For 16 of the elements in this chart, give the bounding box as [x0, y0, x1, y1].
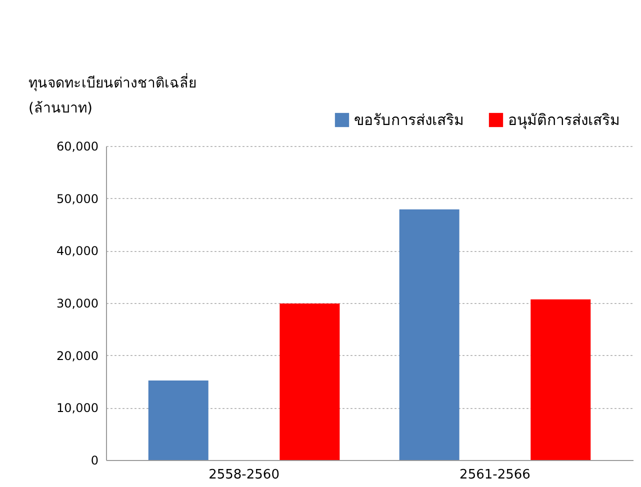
- y-tick-label: 10,000: [56, 401, 98, 416]
- x-tick-label: 2558-2560: [208, 468, 280, 482]
- y-tick-label: 40,000: [56, 244, 98, 258]
- legend-label: ขอรับการส่งเสริม: [354, 111, 464, 129]
- bar: [280, 304, 340, 460]
- x-tick-label: 2561-2566: [460, 468, 530, 482]
- y-tick-label: 60,000: [56, 140, 98, 154]
- y-axis-title: ทุนจดทะเบียนต่างชาติเฉลี่ย (ล้านบาท): [28, 74, 196, 116]
- legend-label: อนุมัติการส่งเสริม: [508, 111, 620, 130]
- bar: [399, 209, 460, 460]
- y-tick-label: 30,000: [56, 296, 98, 310]
- bar: [148, 380, 208, 460]
- bar: [530, 299, 591, 460]
- y-tick-label: 20,000: [56, 348, 98, 363]
- y-tick-label: 0: [90, 454, 98, 468]
- y-tick-label: 50,000: [56, 192, 98, 206]
